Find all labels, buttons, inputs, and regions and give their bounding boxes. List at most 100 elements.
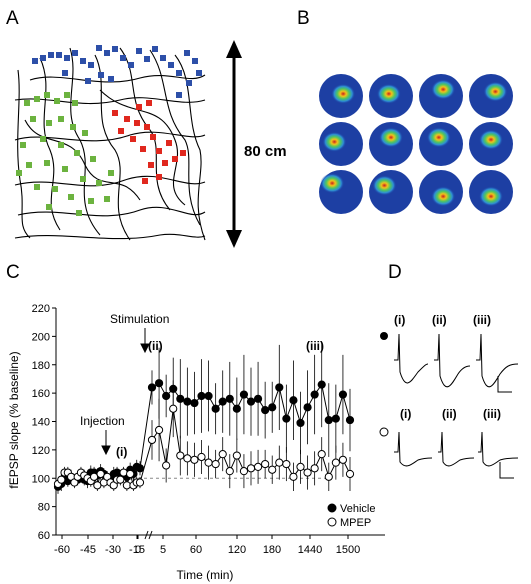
- heatmap-cell: [469, 122, 513, 166]
- data-point: [147, 435, 157, 445]
- heatmap-cell: [469, 74, 513, 118]
- heatmap-cell: [319, 122, 363, 166]
- heatmap-cell: [419, 74, 463, 118]
- x-axis-label: Time (min): [177, 568, 234, 582]
- annotation-i: (i): [116, 445, 127, 459]
- data-point: [289, 396, 298, 405]
- panel-b-label: B: [297, 8, 310, 29]
- data-point: [317, 380, 326, 389]
- data-point: [169, 404, 178, 413]
- data-point: [282, 414, 291, 423]
- data-point: [310, 390, 319, 399]
- data-point: [239, 390, 249, 399]
- injection-label: Injection: [80, 414, 125, 428]
- chart-series: [53, 342, 355, 494]
- data-point: [345, 469, 355, 479]
- data-point: [197, 452, 206, 462]
- data-point: [317, 450, 326, 459]
- green-place-field: [16, 92, 114, 216]
- data-point: [338, 455, 348, 464]
- y-tick-label: 180: [32, 360, 50, 372]
- data-point: [239, 467, 249, 476]
- data-point: [232, 404, 241, 413]
- x-tick-label: 1440: [298, 544, 322, 556]
- data-point: [162, 391, 171, 401]
- y-tick-label: 160: [32, 388, 50, 400]
- data-point: [154, 425, 164, 435]
- heatmap-cell: [369, 122, 413, 166]
- data-point: [331, 458, 340, 467]
- legend-vehicle-marker: [327, 503, 337, 513]
- heatmap-cell: [469, 170, 513, 214]
- data-point: [338, 390, 348, 399]
- trace-top-ii: (ii): [432, 313, 447, 327]
- axis-break: [144, 530, 149, 540]
- scale-arrow: [226, 40, 242, 248]
- data-point: [303, 403, 312, 412]
- data-point: [116, 475, 125, 484]
- y-tick-label: 100: [32, 473, 50, 485]
- x-tick-label: 180: [263, 544, 281, 556]
- heatmap-cell: [369, 74, 413, 118]
- data-point: [303, 468, 312, 477]
- chart-axes: 60 80 100 120 140 160 180 200 220 -60 -45 -30 -15 5 60…: [32, 303, 385, 556]
- data-point: [275, 383, 284, 392]
- data-point: [126, 469, 135, 479]
- data-point: [296, 462, 305, 471]
- data-point: [282, 459, 291, 469]
- y-tick-label: 80: [38, 502, 50, 514]
- data-point: [190, 455, 199, 464]
- trace-bottom-i: (i): [400, 407, 411, 421]
- x-tick-label: -45: [80, 544, 96, 556]
- data-point: [296, 418, 305, 428]
- chart-arrows: [101, 328, 150, 456]
- data-point: [176, 451, 185, 460]
- data-point: [253, 462, 263, 471]
- data-point: [176, 394, 185, 403]
- data-point: [232, 451, 241, 460]
- y-tick-label: 120: [32, 445, 50, 457]
- y-tick-label: 220: [32, 303, 50, 315]
- annotation-iii: (iii): [306, 339, 324, 353]
- data-point: [218, 397, 227, 406]
- data-point: [204, 391, 213, 401]
- x-tick-label-zero: 0: [135, 544, 141, 556]
- data-point: [96, 469, 105, 479]
- blue-place-field: [32, 45, 202, 98]
- heatmap-cell: [369, 170, 413, 214]
- data-point: [331, 414, 340, 423]
- data-point: [190, 398, 199, 408]
- data-point: [261, 459, 270, 469]
- data-point: [211, 404, 220, 413]
- data-point: [345, 415, 355, 425]
- data-point: [253, 394, 263, 403]
- data-point: [218, 450, 227, 459]
- vehicle-traces: [394, 333, 519, 393]
- mpep-symbol: [379, 427, 389, 437]
- vehicle-symbol: [380, 332, 388, 340]
- data-point: [261, 406, 270, 415]
- axis-break: [148, 530, 153, 540]
- data-point: [225, 467, 234, 476]
- legend: Vehicle MPEP: [327, 503, 375, 529]
- panel-d-label: D: [388, 262, 402, 283]
- y-axis-label: fEPSP slope (% baseline): [7, 351, 21, 488]
- x-tick-label: -15: [129, 544, 145, 556]
- mpep-traces: [394, 431, 519, 479]
- data-point: [268, 403, 277, 412]
- y-tick-label: 60: [38, 530, 50, 542]
- x-tick-label: 120: [228, 544, 246, 556]
- panel-c-label: C: [6, 262, 20, 283]
- trace-bottom-ii: (ii): [442, 407, 457, 421]
- legend-mpep-marker: [327, 517, 337, 527]
- data-point: [147, 383, 157, 392]
- data-point: [225, 394, 234, 403]
- data-point: [135, 478, 145, 487]
- y-tick-label: 200: [32, 331, 50, 343]
- x-tick-label: -30: [105, 544, 121, 556]
- x-tick-label: 5: [160, 544, 166, 556]
